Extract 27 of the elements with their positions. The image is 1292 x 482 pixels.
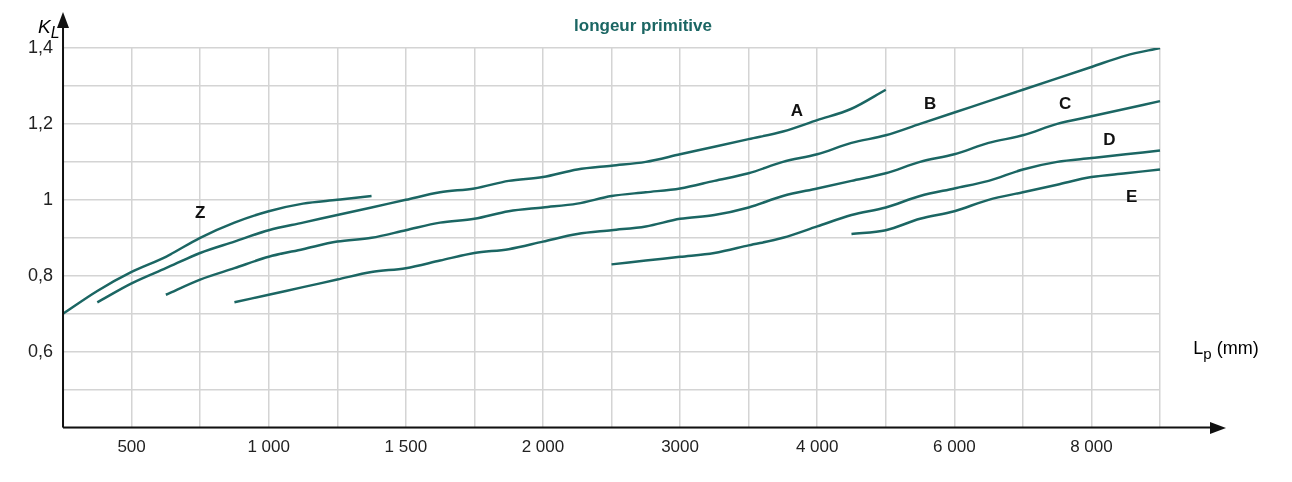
series-label: C <box>1059 93 1072 113</box>
series-label: E <box>1126 186 1138 206</box>
x-axis-title: L$_{p}$ (mm) <box>1192 338 1260 362</box>
line-series <box>233 99 1162 304</box>
y-tick-label: 0,6 <box>27 340 54 361</box>
y-tick-label: 0,8 <box>27 264 54 285</box>
series-label: D <box>1103 129 1116 149</box>
line-series <box>850 168 1162 236</box>
series-label: Z <box>194 203 206 223</box>
x-tick-label: 8 000 <box>1070 437 1113 457</box>
x-tick-label: 6 000 <box>933 437 976 457</box>
x-tick-label: 2 000 <box>521 437 565 457</box>
line-series <box>164 48 1162 296</box>
x-tick-label: 500 <box>117 437 146 457</box>
line-series <box>610 149 1162 266</box>
x-tick-label: 1 000 <box>247 437 290 457</box>
y-tick-label: 1,2 <box>27 112 54 133</box>
y-axis-title: K$_{L}$ <box>38 16 60 41</box>
series-label: A <box>790 101 804 121</box>
y-tick-label: 1 <box>43 188 54 209</box>
x-tick-label: 3000 <box>661 437 699 457</box>
line-series <box>61 194 373 315</box>
series-label: B <box>923 93 937 113</box>
chart-title: longeur primitive <box>574 16 712 35</box>
line-series <box>96 88 888 304</box>
x-tick-label: 4 000 <box>795 437 839 457</box>
x-tick-label: 1 500 <box>384 437 428 457</box>
